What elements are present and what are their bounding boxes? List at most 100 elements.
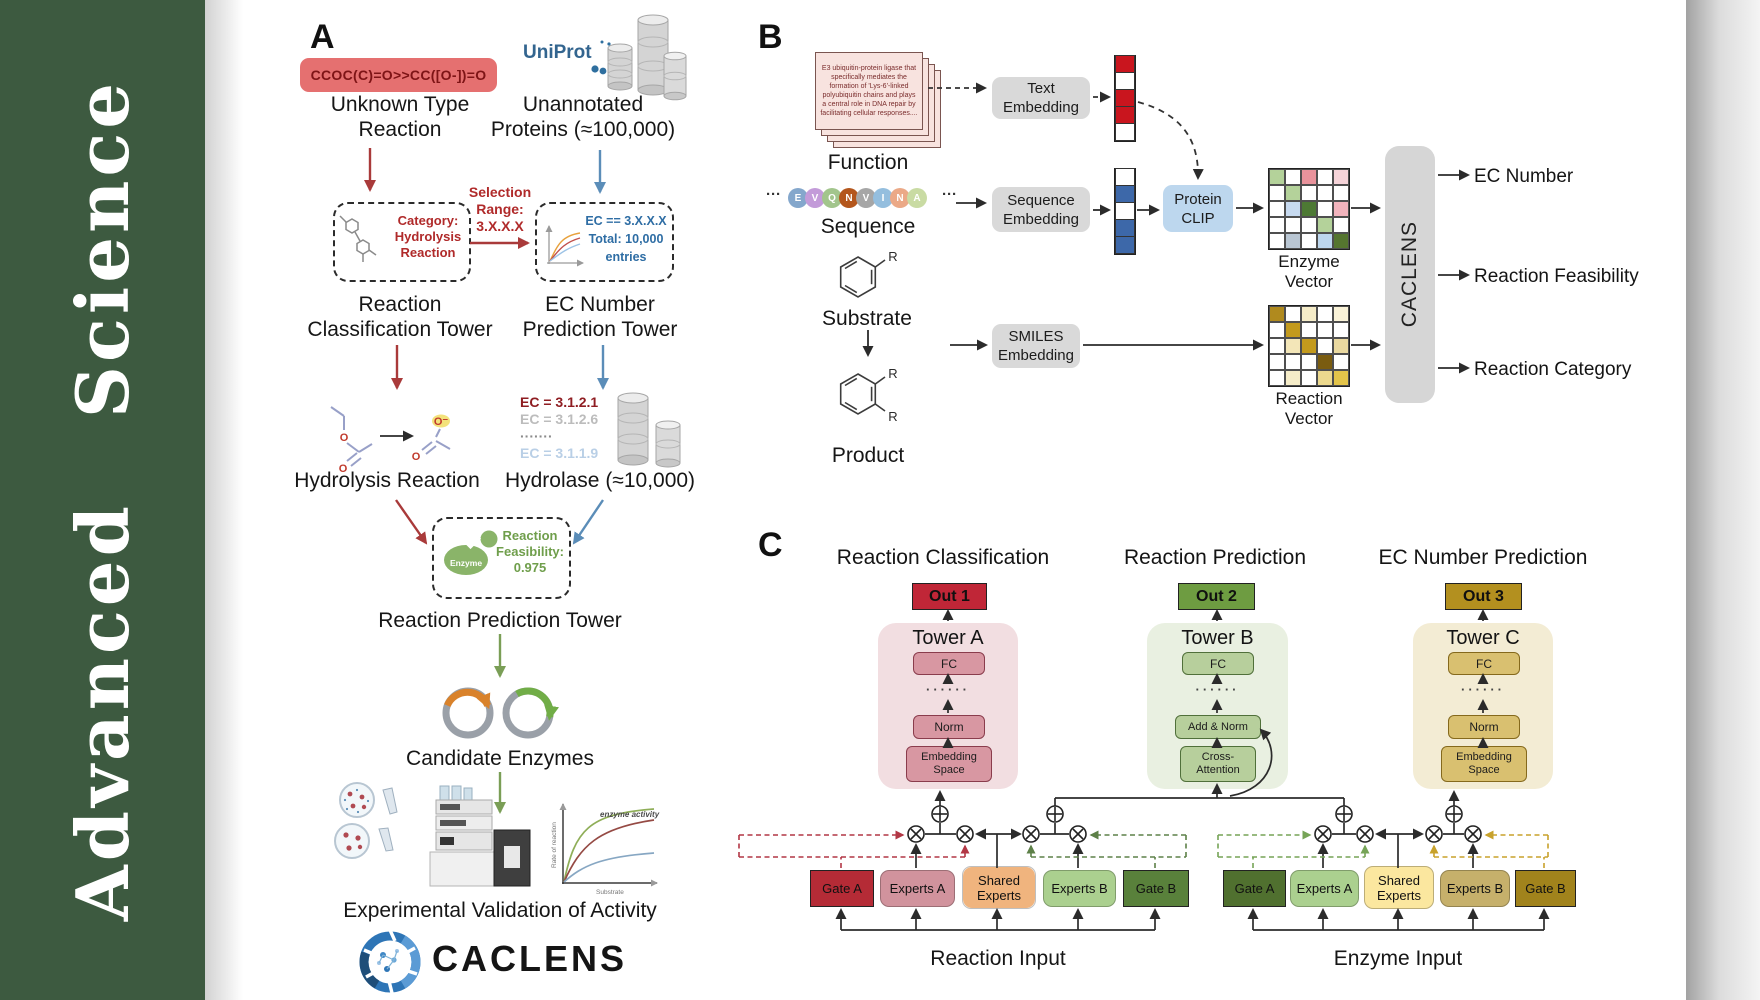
plot-xlabel: Substrate [596, 889, 624, 896]
grid-cell [1285, 370, 1301, 386]
out1-box: Out 1 [912, 583, 987, 610]
caclens-logo [359, 929, 421, 994]
tower-a-dots: ······ [926, 682, 970, 697]
smiles-reaction-pill: CCOC(C)=O>>CC([O-])=O [300, 58, 497, 92]
grid-cell [1269, 217, 1285, 233]
residue-circle: V [856, 188, 876, 208]
grid-cell [1317, 338, 1333, 354]
uniprot-wordmark: UniProt [523, 42, 592, 63]
grid-cell [1285, 338, 1301, 354]
reaction-gate-a: Gate A [810, 870, 874, 907]
residue-circle: Q [822, 188, 842, 208]
reaction-vector-label: Reaction Vector [1275, 389, 1343, 428]
plasmid-icons [442, 687, 559, 739]
output-reaction-feasibility: Reaction Feasibility [1474, 266, 1639, 287]
tower-b-cross-attention: Cross- Attention [1180, 746, 1256, 782]
product-r-label-bottom: R [888, 409, 897, 424]
vector-cell [1115, 72, 1135, 90]
grid-cell [1269, 306, 1285, 322]
grid-cell [1285, 169, 1301, 185]
grid-cell [1301, 217, 1317, 233]
residue-circle: A [907, 188, 927, 208]
caclens-wordmark: CACLENS [432, 938, 628, 979]
validation-label: Experimental Validation of Activity [343, 899, 657, 922]
grid-cell [1317, 185, 1333, 201]
grid-cell [1269, 338, 1285, 354]
grid-cell [1285, 233, 1301, 249]
add-operators [931, 805, 1463, 823]
grid-cell [1333, 217, 1349, 233]
ec-candidate: EC = 3.1.2.6 [520, 411, 599, 427]
unknown-reaction-label: Unknown Type Reaction [330, 93, 470, 141]
vector-cell [1115, 106, 1135, 124]
sequence-ellipsis-left: ··· [766, 186, 781, 203]
tower-c-dots: ······ [1461, 682, 1505, 697]
reaction-experts-b: Experts B [1043, 870, 1116, 907]
out2-box: Out 2 [1178, 583, 1255, 610]
candidate-enzymes-label: Candidate Enzymes [406, 747, 594, 770]
selection-range-label: Selection Range: 3.X.X.X [468, 184, 532, 234]
protein-clip-box: Protein CLIP [1163, 185, 1233, 232]
prediction-tower-label: Reaction Prediction Tower [378, 609, 622, 632]
tower-a-name: Tower A [912, 627, 984, 649]
enzyme-gate-b-dashed [1429, 830, 1549, 868]
tower-b-fc: FC [1182, 652, 1254, 675]
hplc-instrument-icon [429, 785, 531, 887]
category-hydrolysis-text: Category: Hydrolysis Reaction [394, 213, 462, 260]
ester-molecule: O O [330, 406, 373, 475]
tower-b-dots: ······ [1195, 682, 1240, 697]
grid-cell [1285, 322, 1301, 338]
grid-cell [1301, 306, 1317, 322]
activity-plot-icon: enzyme activity Rate of reaction Substra… [551, 803, 660, 896]
enzyme-gate-b: Gate B [1515, 870, 1576, 907]
caclens-fusion-bar: CACLENS [1385, 146, 1435, 403]
grid-cell [1333, 233, 1349, 249]
grid-cell [1285, 354, 1301, 370]
sequence-embedding-box: Sequence Embedding [992, 187, 1090, 232]
output-reaction-category: Reaction Category [1474, 359, 1632, 380]
column-title-reaction-prediction: Reaction Prediction [1123, 546, 1307, 569]
residue-circle: I [873, 188, 893, 208]
tower-a-norm: Norm [913, 715, 985, 739]
function-card: E3 ubiquitin-protein ligase that specifi… [815, 52, 923, 130]
product-r-label-top: R [888, 366, 897, 381]
tower-b-add-norm: Add & Norm [1175, 715, 1261, 739]
grid-cell [1269, 201, 1285, 217]
grid-cell [1333, 201, 1349, 217]
reaction-input-label: Reaction Input [930, 947, 1066, 970]
grid-cell [1285, 201, 1301, 217]
page-left-shadow [205, 0, 243, 1000]
product-benzene: R R [839, 366, 898, 424]
enzyme-experts-a: Experts A [1290, 870, 1359, 907]
grid-cell [1317, 217, 1333, 233]
vector-cell [1115, 219, 1135, 237]
grid-cell [1333, 338, 1349, 354]
svg-text:O: O [412, 451, 421, 463]
substrate-label: Substrate [822, 307, 912, 330]
vector-cell [1115, 168, 1135, 186]
enzyme-shared-experts: Shared Experts [1364, 866, 1434, 909]
grid-cell [1333, 185, 1349, 201]
sequence-label: Sequence [820, 215, 916, 238]
arrow-hydrolysis-to-feasibility [395, 499, 428, 545]
plot-ylabel: Rate of reaction [551, 822, 558, 868]
reaction-gate-b: Gate B [1123, 870, 1189, 907]
grid-cell [1301, 169, 1317, 185]
tower-c-norm: Norm [1448, 715, 1520, 739]
acetate-molecule: O⁻ O [412, 414, 451, 463]
product-label: Product [831, 444, 905, 467]
column-title-ec-number-prediction: EC Number Prediction [1378, 546, 1588, 569]
grid-cell [1333, 354, 1349, 370]
journal-name: Advanced Science [60, 78, 145, 922]
grid-cell [1285, 306, 1301, 322]
hydrolase-database-icon [617, 392, 681, 468]
petri-dish-icons [334, 782, 398, 859]
grid-cell [1269, 322, 1285, 338]
ec-candidate-list: EC = 3.1.2.1 EC = 3.1.2.6 ······· EC = 3.1.… [520, 394, 620, 462]
vector-cell [1115, 185, 1135, 203]
grid-cell [1285, 217, 1301, 233]
ec-filter-text: EC == 3.X.X.X Total: 10,000 entries [585, 214, 667, 264]
residue-circle: N [839, 188, 859, 208]
residue-circle: E [788, 188, 808, 208]
